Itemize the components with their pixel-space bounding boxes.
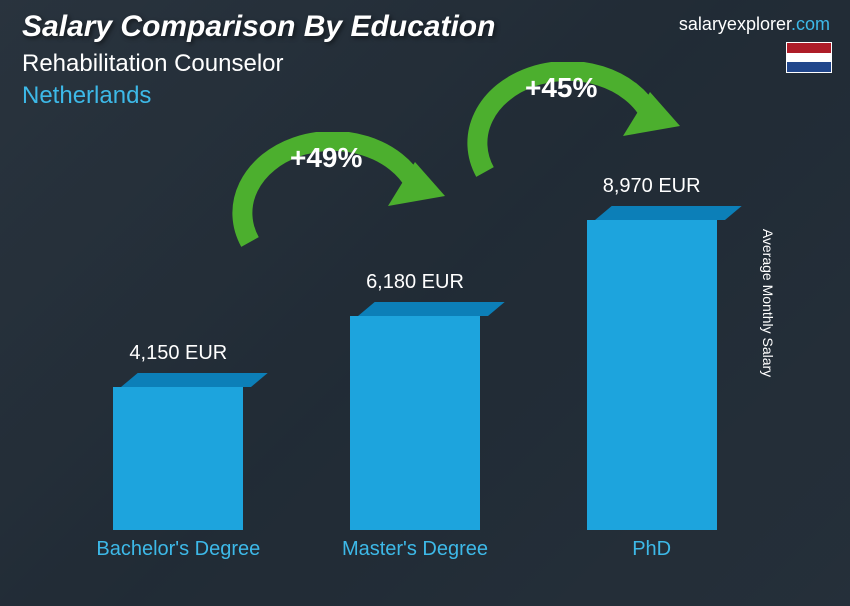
bar-group: 4,150 EUR Bachelor's Degree bbox=[78, 342, 278, 586]
bar bbox=[350, 302, 480, 530]
bar-front-face bbox=[113, 387, 243, 530]
chart-container: Salary Comparison By Education Rehabilit… bbox=[0, 0, 850, 606]
chart-subtitle: Rehabilitation Counselor bbox=[22, 50, 828, 78]
chart-country: Netherlands bbox=[22, 82, 828, 110]
bar-top-face bbox=[595, 206, 742, 220]
bar-chart: 4,150 EUR Bachelor's Degree 6,180 EUR Maste… bbox=[60, 170, 770, 586]
brand-logo: salaryexplorer.com bbox=[679, 14, 830, 35]
bar-group: 6,180 EUR Master's Degree bbox=[315, 271, 515, 586]
flag-stripe bbox=[787, 43, 831, 53]
bar-top-face bbox=[358, 302, 505, 316]
brand-name: salaryexplorer bbox=[679, 14, 791, 34]
bar-front-face bbox=[350, 316, 480, 530]
bar-value-label: 4,150 EUR bbox=[129, 342, 227, 365]
bar bbox=[113, 373, 243, 530]
bar bbox=[587, 206, 717, 530]
bar-category-label: Master's Degree bbox=[342, 538, 488, 586]
flag-stripe bbox=[787, 62, 831, 72]
flag-icon bbox=[786, 42, 832, 73]
bar-category-label: PhD bbox=[632, 538, 671, 586]
bar-group: 8,970 EUR PhD bbox=[552, 175, 752, 586]
bar-value-label: 6,180 EUR bbox=[366, 271, 464, 294]
bar-top-face bbox=[121, 373, 268, 387]
bar-value-label: 8,970 EUR bbox=[603, 175, 701, 198]
flag-stripe bbox=[787, 53, 831, 63]
bar-front-face bbox=[587, 220, 717, 530]
bar-category-label: Bachelor's Degree bbox=[96, 538, 260, 586]
brand-tld: .com bbox=[791, 14, 830, 34]
